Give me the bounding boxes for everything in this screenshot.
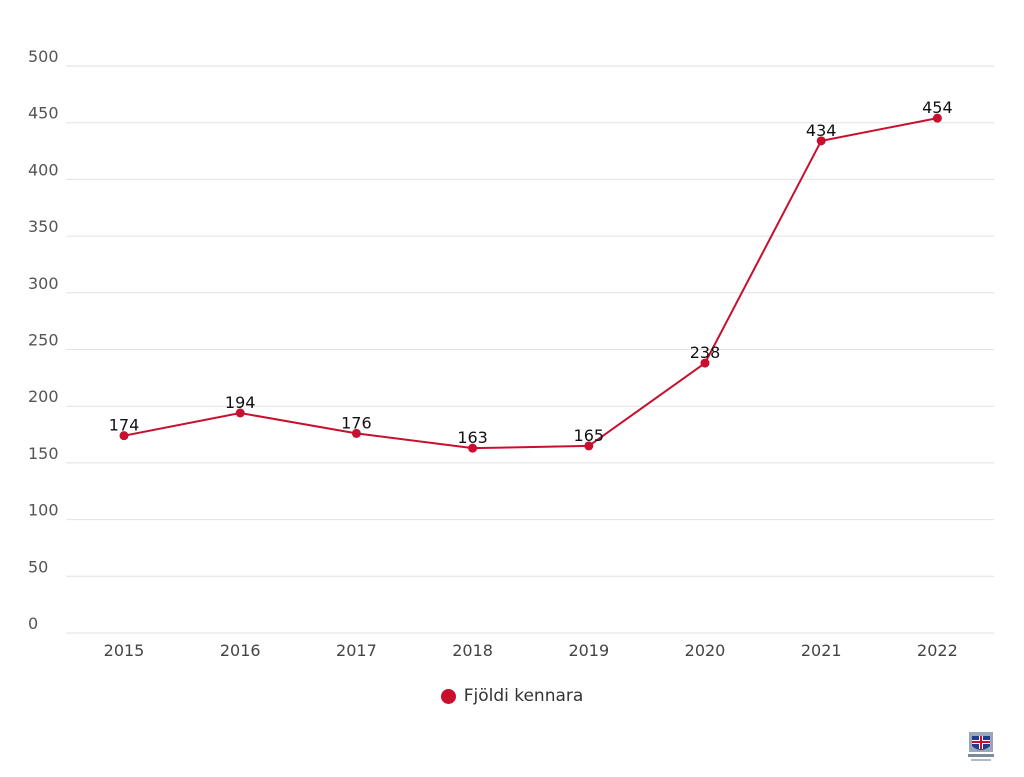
- data-label: 165: [574, 426, 605, 445]
- data-point: [700, 358, 710, 368]
- y-tick-label: 500: [28, 47, 59, 66]
- x-tick-label: 2018: [452, 641, 493, 660]
- data-label: 238: [690, 343, 721, 362]
- x-axis-ticks: 2015 2016 2017 2018 2019 2020 2021 2022: [104, 641, 958, 660]
- data-point: [351, 428, 361, 438]
- series-line: [119, 113, 942, 453]
- data-point: [932, 113, 942, 123]
- data-point: [235, 408, 245, 418]
- y-tick-label: 100: [28, 501, 59, 520]
- gridlines: [66, 65, 994, 634]
- y-tick-label: 400: [28, 160, 59, 179]
- x-tick-label: 2021: [801, 641, 842, 660]
- x-tick-label: 2015: [104, 641, 145, 660]
- data-label: 174: [109, 416, 140, 435]
- y-tick-label: 450: [28, 104, 59, 123]
- data-point: [468, 443, 478, 453]
- y-tick-label: 50: [28, 557, 48, 576]
- series-line-path: [123, 117, 938, 450]
- y-tick-label: 0: [28, 614, 38, 633]
- legend[interactable]: Fjöldi kennara: [0, 686, 1024, 706]
- x-tick-label: 2020: [685, 641, 726, 660]
- data-label: 163: [457, 428, 488, 447]
- x-tick-label: 2017: [336, 641, 377, 660]
- x-tick-label: 2022: [917, 641, 958, 660]
- data-label: 434: [806, 121, 837, 140]
- data-label: 194: [225, 393, 256, 412]
- data-point: [584, 441, 594, 451]
- x-tick-label: 2019: [568, 641, 609, 660]
- y-axis-ticks: 0 50 100 150 200 250 300 350 400 450 500: [28, 47, 59, 633]
- data-point: [119, 431, 129, 441]
- y-tick-label: 300: [28, 274, 59, 293]
- data-labels: 174 194 176 163 165 238 434 454: [109, 98, 953, 447]
- data-point: [816, 136, 826, 146]
- y-tick-label: 200: [28, 387, 59, 406]
- data-label: 454: [922, 98, 953, 117]
- y-tick-label: 350: [28, 217, 59, 236]
- coat-of-arms-icon: [966, 730, 996, 768]
- legend-label: Fjöldi kennara: [463, 686, 584, 706]
- y-tick-label: 150: [28, 444, 59, 463]
- x-tick-label: 2016: [220, 641, 261, 660]
- legend-marker: [440, 688, 456, 704]
- y-tick-label: 250: [28, 331, 59, 350]
- data-label: 176: [341, 413, 372, 432]
